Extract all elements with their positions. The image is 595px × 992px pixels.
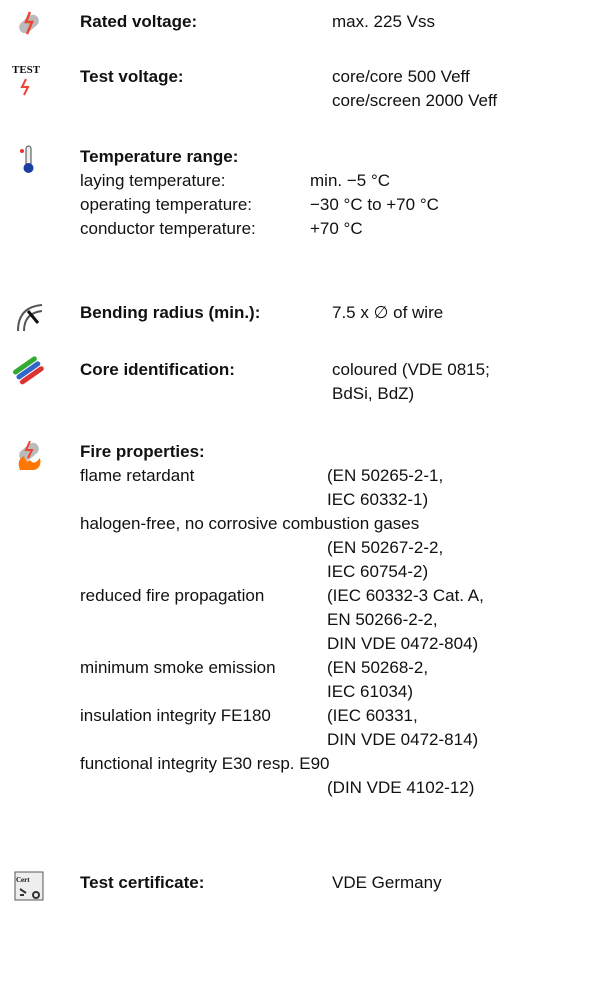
- icon: [13, 356, 44, 385]
- item-name: reduced fire propagation: [80, 586, 265, 605]
- item-value: (IEC 60332-3 Cat. A,: [327, 586, 484, 605]
- icon: [17, 304, 43, 332]
- item-name: insulation integrity FE180: [80, 706, 271, 725]
- icon-text: TEST: [12, 64, 41, 76]
- item-value: EN 50266-2-2,: [327, 610, 438, 629]
- section-label: Bending radius (min.):: [80, 303, 261, 322]
- value: 7.5 x ∅ of wire: [332, 303, 444, 322]
- item-value: DIN VDE 0472-804): [327, 634, 479, 653]
- item-value: IEC 60754-2): [327, 562, 429, 581]
- icon: [18, 440, 41, 470]
- icon: [19, 11, 39, 35]
- section-label: Fire properties:: [80, 442, 205, 461]
- value: max. 225 Vss: [332, 12, 435, 31]
- item-value: IEC 61034): [327, 682, 413, 701]
- value: core/screen 2000 Veff: [332, 91, 498, 110]
- row-label: operating temperature:: [80, 195, 252, 214]
- icon: [20, 145, 34, 173]
- row-label: laying temperature:: [80, 171, 226, 190]
- item-value: (EN 50265-2-1,: [327, 466, 444, 485]
- value: BdSi, BdZ): [332, 384, 415, 403]
- item-value: (EN 50268-2,: [327, 658, 429, 677]
- section-label: Core identification:: [80, 360, 235, 379]
- row-label: conductor temperature:: [80, 219, 256, 238]
- section-label: Temperature range:: [80, 147, 239, 166]
- row-value: −30 °C to +70 °C: [310, 195, 439, 214]
- section-label: Test voltage:: [80, 67, 184, 86]
- item-name: minimum smoke emission: [80, 658, 276, 677]
- icon: [14, 871, 44, 901]
- value: core/core 500 Veff: [332, 67, 470, 86]
- item-name: halogen-free, no corrosive combustion ga…: [80, 514, 420, 533]
- row-value: min. −5 °C: [310, 171, 391, 190]
- value: VDE Germany: [332, 873, 442, 892]
- item-value: (IEC 60331,: [327, 706, 418, 725]
- item-name: flame retardant: [80, 466, 195, 485]
- icon: [20, 78, 30, 96]
- item-value: (DIN VDE 4102-12): [327, 778, 475, 797]
- item-value: IEC 60332-1): [327, 490, 429, 509]
- section-label: Test certificate:: [80, 873, 205, 892]
- section-label: Rated voltage:: [80, 12, 198, 31]
- icon-text: Cert: [16, 876, 30, 884]
- item-value: DIN VDE 0472-814): [327, 730, 479, 749]
- item-name: functional integrity E30 resp. E90: [80, 754, 330, 773]
- item-value: (EN 50267-2-2,: [327, 538, 444, 557]
- value: coloured (VDE 0815;: [332, 360, 490, 379]
- row-value: +70 °C: [310, 219, 363, 238]
